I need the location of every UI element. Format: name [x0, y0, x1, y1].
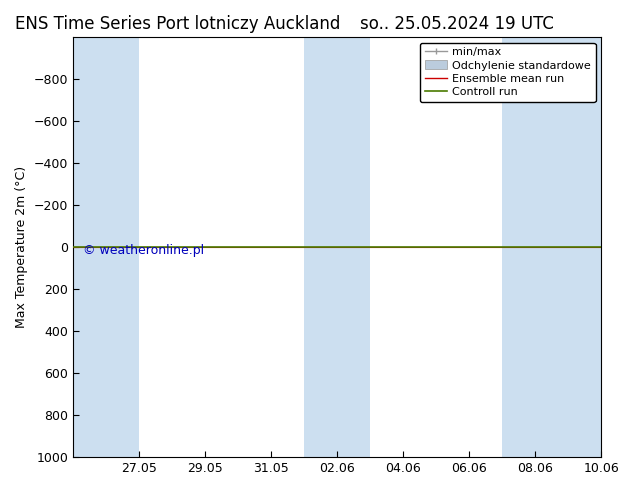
Legend: min/max, Odchylenie standardowe, Ensemble mean run, Controll run: min/max, Odchylenie standardowe, Ensembl… — [420, 43, 595, 102]
Bar — [73, 37, 139, 457]
Text: so.. 25.05.2024 19 UTC: so.. 25.05.2024 19 UTC — [359, 15, 553, 33]
Bar — [304, 37, 370, 457]
Text: ENS Time Series Port lotniczy Auckland: ENS Time Series Port lotniczy Auckland — [15, 15, 340, 33]
Text: © weatheronline.pl: © weatheronline.pl — [84, 244, 205, 257]
Bar — [502, 37, 601, 457]
Y-axis label: Max Temperature 2m (°C): Max Temperature 2m (°C) — [15, 166, 28, 328]
